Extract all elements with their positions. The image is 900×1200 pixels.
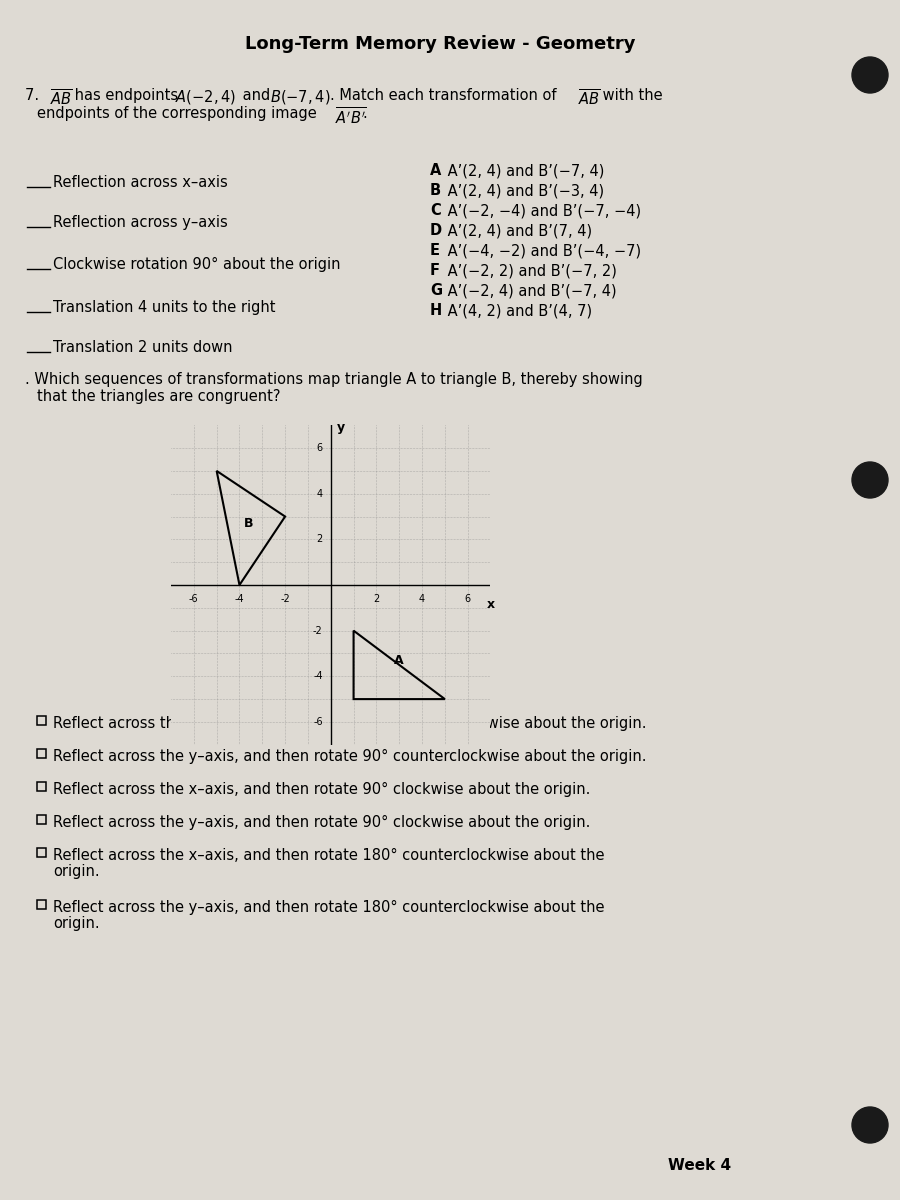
Text: H: H: [430, 302, 442, 318]
Text: Clockwise rotation 90° about the origin: Clockwise rotation 90° about the origin: [53, 257, 340, 272]
Text: Reflect across the x–axis, and then rotate 90° clockwise about the origin.: Reflect across the x–axis, and then rota…: [53, 782, 590, 797]
Text: Reflection across y–axis: Reflection across y–axis: [53, 215, 228, 230]
Text: and: and: [238, 88, 274, 103]
Text: $B(-7, 4)$: $B(-7, 4)$: [270, 88, 330, 106]
Text: $\overline{AB}$: $\overline{AB}$: [50, 88, 73, 108]
Circle shape: [852, 56, 888, 92]
Text: B: B: [430, 182, 441, 198]
Text: A’(4, 2) and B’(4, 7): A’(4, 2) and B’(4, 7): [443, 302, 592, 318]
Text: -2: -2: [313, 625, 323, 636]
Text: x: x: [486, 598, 495, 611]
Text: A’(−4, −2) and B’(−4, −7): A’(−4, −2) and B’(−4, −7): [443, 242, 641, 258]
Text: Translation 2 units down: Translation 2 units down: [53, 340, 232, 355]
Text: F: F: [430, 263, 440, 278]
Text: $\overline{AB}$: $\overline{AB}$: [578, 88, 601, 108]
Text: A’(−2, −4) and B’(−7, −4): A’(−2, −4) and B’(−7, −4): [443, 203, 641, 218]
Text: -6: -6: [313, 716, 323, 727]
Text: has endpoints: has endpoints: [70, 88, 183, 103]
Text: A’(2, 4) and B’(7, 4): A’(2, 4) and B’(7, 4): [443, 223, 592, 238]
Text: . Which sequences of transformations map triangle A to triangle B, thereby showi: . Which sequences of transformations map…: [25, 372, 643, 386]
Text: -2: -2: [280, 594, 290, 604]
Text: B: B: [244, 517, 253, 530]
Text: 6: 6: [317, 443, 323, 454]
Text: -6: -6: [189, 594, 199, 604]
Text: A’(2, 4) and B’(−7, 4): A’(2, 4) and B’(−7, 4): [443, 163, 605, 178]
Text: Reflect across the x–axis, and then rotate 180° counterclockwise about the: Reflect across the x–axis, and then rota…: [53, 848, 605, 863]
Text: Reflection across x–axis: Reflection across x–axis: [53, 175, 228, 190]
Text: Reflect across the y–axis, and then rotate 90° counterclockwise about the origin: Reflect across the y–axis, and then rota…: [53, 749, 646, 764]
Text: 2: 2: [374, 594, 380, 604]
Text: Reflect across the x–axis, and then rotate 90° counterclockwise about the origin: Reflect across the x–axis, and then rota…: [53, 716, 646, 731]
Text: Long-Term Memory Review - Geometry: Long-Term Memory Review - Geometry: [245, 35, 635, 53]
Text: 4: 4: [317, 488, 323, 499]
Text: 2: 2: [317, 534, 323, 545]
Text: y: y: [337, 421, 345, 434]
Text: D: D: [430, 223, 442, 238]
Text: 7.: 7.: [25, 88, 44, 103]
Text: 4: 4: [419, 594, 425, 604]
Circle shape: [852, 1106, 888, 1142]
Text: A: A: [430, 163, 441, 178]
Text: A: A: [394, 654, 404, 667]
Text: -4: -4: [313, 671, 323, 682]
Text: endpoints of the corresponding image: endpoints of the corresponding image: [37, 106, 321, 121]
Text: Week 4: Week 4: [669, 1158, 732, 1174]
Text: that the triangles are congruent?: that the triangles are congruent?: [37, 389, 281, 404]
Text: with the: with the: [598, 88, 662, 103]
Text: Translation 4 units to the right: Translation 4 units to the right: [53, 300, 275, 314]
Text: .: .: [362, 106, 367, 121]
Text: C: C: [430, 203, 441, 218]
Text: A’(−2, 2) and B’(−7, 2): A’(−2, 2) and B’(−7, 2): [443, 263, 616, 278]
Text: $A(-2, 4)$: $A(-2, 4)$: [175, 88, 236, 106]
Text: origin.: origin.: [53, 864, 100, 878]
Circle shape: [852, 462, 888, 498]
Text: $\overline{A'B'}$: $\overline{A'B'}$: [335, 106, 366, 127]
Text: origin.: origin.: [53, 916, 100, 931]
Text: A’(2, 4) and B’(−3, 4): A’(2, 4) and B’(−3, 4): [443, 182, 604, 198]
Text: Reflect across the y–axis, and then rotate 90° clockwise about the origin.: Reflect across the y–axis, and then rota…: [53, 815, 590, 830]
Text: Reflect across the y–axis, and then rotate 180° counterclockwise about the: Reflect across the y–axis, and then rota…: [53, 900, 605, 916]
Text: . Match each transformation of: . Match each transformation of: [330, 88, 561, 103]
Text: E: E: [430, 242, 440, 258]
Text: G: G: [430, 283, 442, 298]
Text: -4: -4: [235, 594, 244, 604]
Text: 6: 6: [464, 594, 471, 604]
Text: A’(−2, 4) and B’(−7, 4): A’(−2, 4) and B’(−7, 4): [443, 283, 616, 298]
